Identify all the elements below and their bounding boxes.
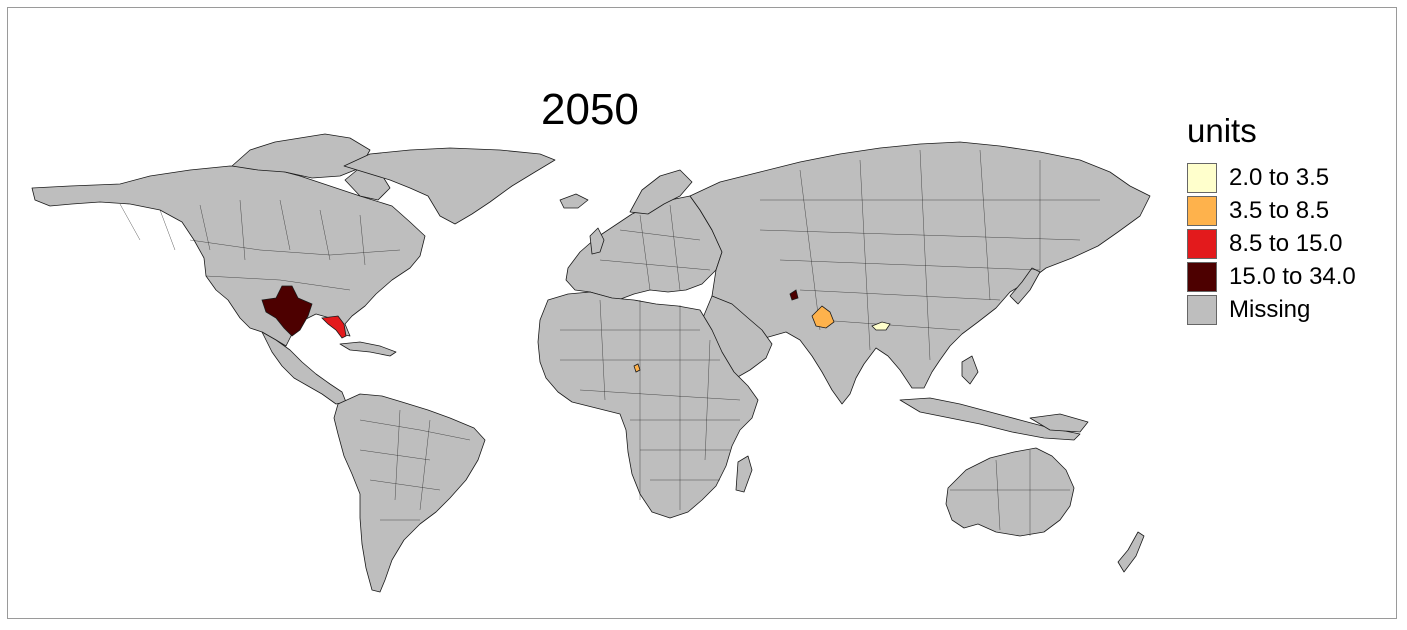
greenland — [343, 147, 556, 225]
new-zealand — [1117, 531, 1145, 573]
asia — [689, 141, 1151, 405]
legend-swatch — [1187, 228, 1217, 259]
australia — [945, 447, 1075, 537]
legend-item: Missing — [1187, 293, 1356, 326]
region-central-asia — [789, 289, 799, 301]
new-guinea — [1029, 413, 1089, 433]
africa — [537, 291, 759, 519]
legend-label: 8.5 to 15.0 — [1229, 229, 1343, 257]
south-america — [333, 393, 486, 593]
british-isles — [589, 227, 605, 255]
iceland — [559, 193, 589, 209]
legend-item: 2.0 to 3.5 — [1187, 161, 1356, 194]
southeast-asia-islands — [899, 397, 1081, 441]
legend-swatch — [1187, 294, 1217, 325]
scandinavia — [629, 169, 693, 215]
legend-swatch — [1187, 162, 1217, 193]
japan — [1009, 267, 1041, 305]
arctic-islands — [231, 133, 371, 179]
legend-item: 8.5 to 15.0 — [1187, 227, 1356, 260]
central-america — [261, 331, 347, 405]
legend-label: 15.0 to 34.0 — [1229, 262, 1356, 290]
region-central-africa — [633, 363, 641, 373]
region-northern-india — [811, 305, 835, 329]
legend-swatch — [1187, 261, 1217, 292]
legend-label: 3.5 to 8.5 — [1229, 196, 1330, 224]
legend: units 2.0 to 3.5 3.5 to 8.5 8.5 to 15.0 … — [1187, 114, 1356, 326]
legend-label: Missing — [1229, 295, 1311, 323]
legend-swatch — [1187, 195, 1217, 226]
region-florida — [321, 315, 347, 339]
madagascar — [735, 455, 753, 493]
region-northeast-india — [871, 321, 891, 331]
legend-label: 2.0 to 3.5 — [1229, 163, 1330, 191]
philippines — [961, 355, 979, 385]
region-texas — [261, 285, 313, 337]
map-title: 2050 — [541, 85, 639, 134]
legend-title: units — [1187, 112, 1257, 149]
caribbean — [339, 341, 397, 357]
legend-item: 15.0 to 34.0 — [1187, 260, 1356, 293]
legend-item: 3.5 to 8.5 — [1187, 194, 1356, 227]
